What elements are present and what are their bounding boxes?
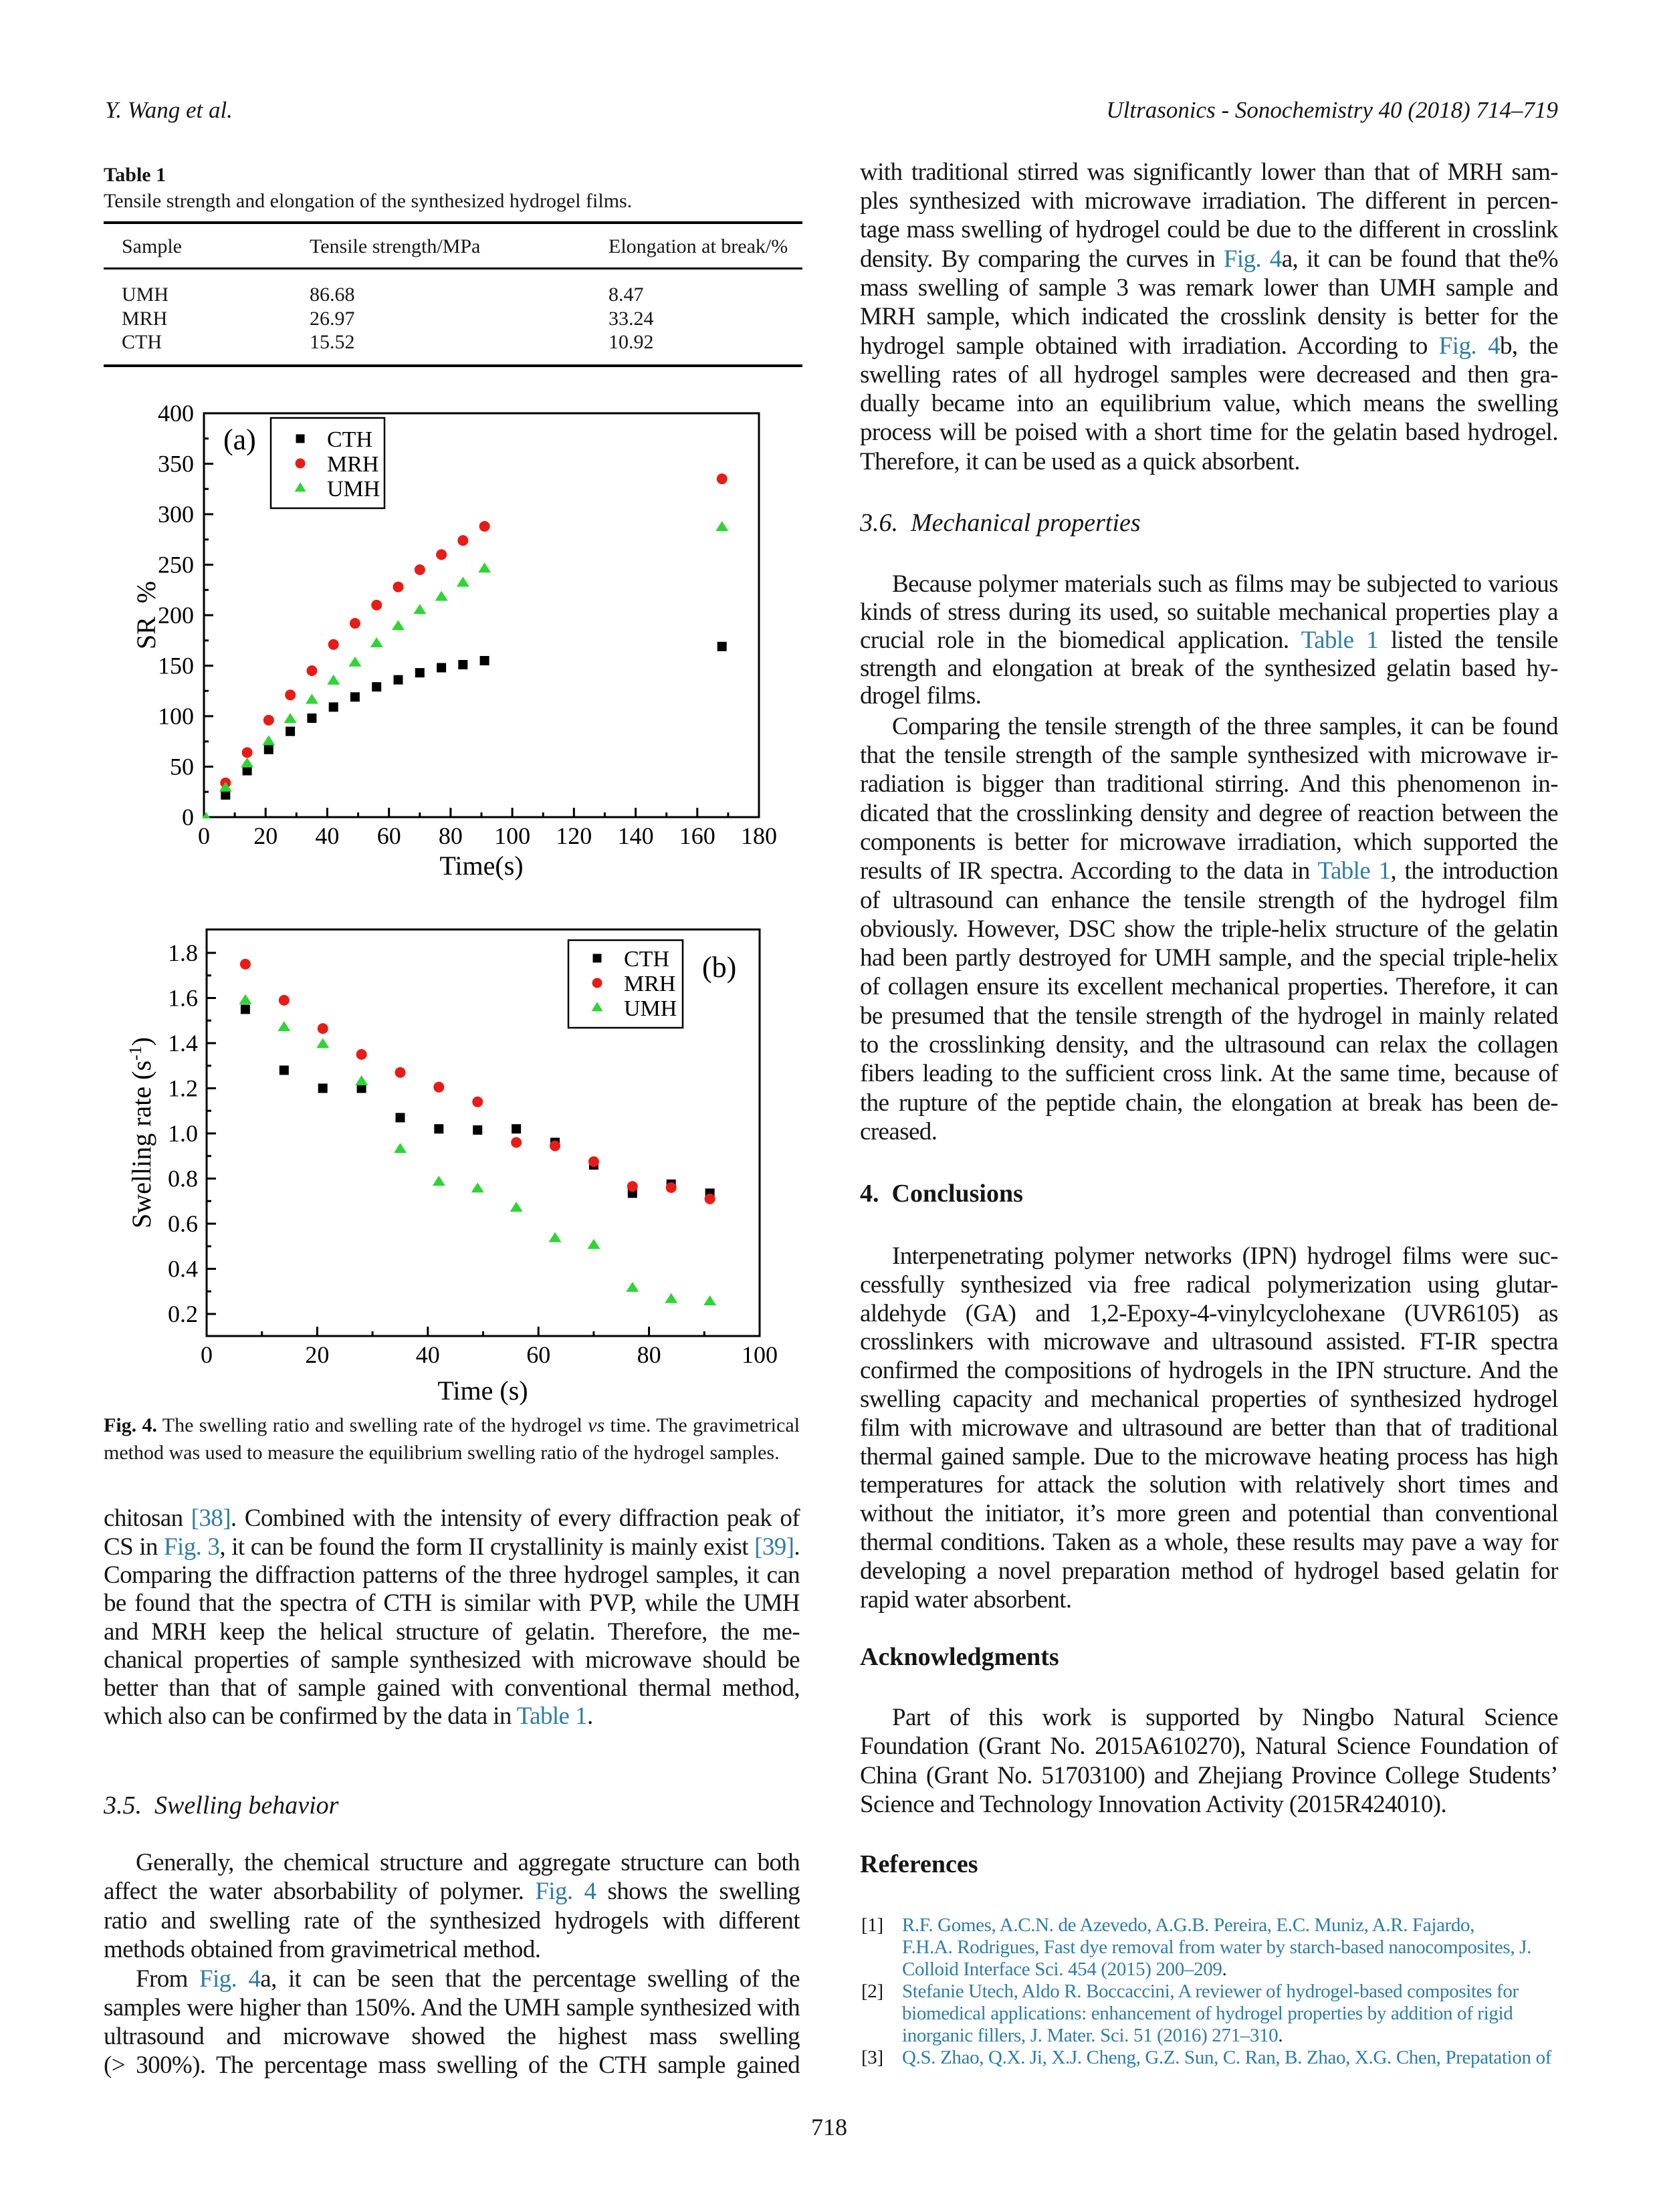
svg-text:1.4: 1.4	[168, 1030, 198, 1057]
svg-text:80: 80	[439, 822, 463, 849]
svg-text:0.4: 0.4	[168, 1256, 198, 1283]
svg-text:MRH: MRH	[327, 452, 378, 477]
svg-text:200: 200	[158, 602, 194, 629]
svg-text:140: 140	[618, 822, 654, 849]
svg-text:CTH: CTH	[624, 947, 669, 972]
svg-text:1.8: 1.8	[168, 939, 198, 966]
svg-text:180: 180	[741, 822, 777, 849]
svg-text:250: 250	[158, 552, 194, 578]
svg-text:400: 400	[158, 400, 194, 427]
svg-text:1.2: 1.2	[168, 1075, 198, 1102]
svg-text:0.6: 0.6	[168, 1210, 198, 1237]
svg-text:100: 100	[742, 1341, 778, 1368]
svg-text:20: 20	[253, 822, 278, 849]
svg-text:100: 100	[494, 822, 530, 849]
svg-text:UMH: UMH	[624, 996, 677, 1021]
svg-text:50: 50	[170, 754, 194, 780]
svg-text:0: 0	[201, 1341, 213, 1368]
svg-text:SR %: SR %	[131, 581, 161, 649]
svg-text:60: 60	[377, 822, 401, 849]
svg-text:CTH: CTH	[327, 427, 372, 452]
svg-text:Time(s): Time(s)	[439, 851, 523, 881]
svg-text:MRH: MRH	[624, 972, 675, 996]
svg-text:UMH: UMH	[327, 477, 380, 502]
svg-text:150: 150	[158, 653, 194, 679]
svg-text:0.2: 0.2	[168, 1301, 198, 1327]
svg-text:80: 80	[637, 1341, 661, 1368]
svg-text:0: 0	[182, 804, 194, 831]
svg-text:40: 40	[416, 1341, 440, 1368]
svg-text:160: 160	[679, 822, 715, 849]
svg-text:20: 20	[305, 1341, 329, 1368]
svg-text:1.0: 1.0	[168, 1120, 198, 1147]
svg-text:100: 100	[158, 703, 194, 730]
svg-text:300: 300	[158, 501, 194, 528]
svg-text:60: 60	[526, 1341, 550, 1368]
svg-text:Time (s): Time (s)	[437, 1375, 528, 1406]
svg-text:0: 0	[198, 822, 210, 849]
svg-text:0.8: 0.8	[168, 1166, 198, 1192]
svg-text:Swelling rate (s-1): Swelling rate (s-1)	[126, 1037, 156, 1228]
svg-text:1.6: 1.6	[168, 985, 198, 1012]
svg-text:350: 350	[158, 451, 194, 477]
svg-text:40: 40	[315, 822, 339, 849]
svg-text:(b): (b)	[702, 951, 736, 984]
svg-text:(a): (a)	[223, 423, 256, 456]
svg-text:120: 120	[556, 822, 592, 849]
